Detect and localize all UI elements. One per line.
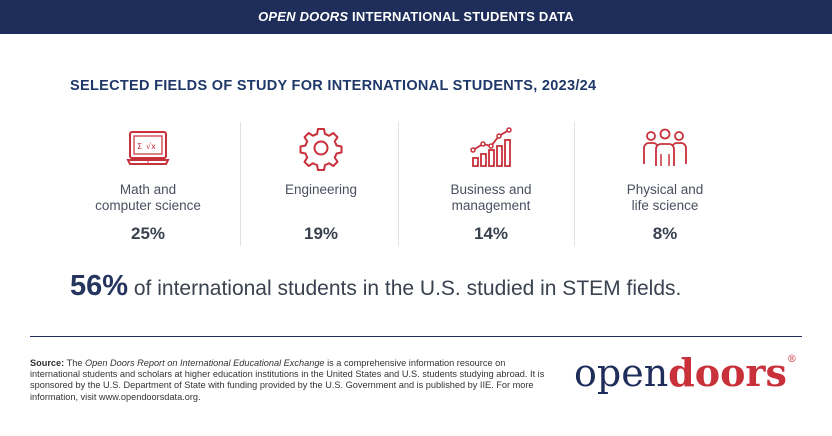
- field-label: Engineering: [284, 182, 358, 197]
- svg-text:√x: √x: [146, 142, 156, 151]
- header-banner: OPEN DOORS INTERNATIONAL STUDENTS DATA: [0, 0, 832, 34]
- report-title: Open Doors Report on International Educa…: [85, 358, 325, 368]
- field-label: Business and management: [450, 182, 532, 213]
- header-title-rest: INTERNATIONAL STUDENTS DATA: [348, 9, 574, 24]
- field-math-cs: Σ √x Math and computer science 25%: [73, 118, 223, 256]
- computer-math-icon: Σ √x: [126, 131, 170, 165]
- field-label: Math and computer science: [95, 182, 201, 213]
- field-percent: 19%: [303, 224, 339, 243]
- source-note: Source: The Open Doors Report on Interna…: [30, 358, 545, 402]
- footer-divider: [30, 336, 802, 337]
- field-physical-life-science: Physical and life science 8%: [590, 118, 740, 256]
- source-label: Source:: [30, 358, 65, 368]
- field-percent: 14%: [473, 224, 509, 243]
- header-title-italic: OPEN DOORS: [258, 9, 349, 24]
- field-business: Business and management 14%: [416, 118, 566, 256]
- stem-statement: 56% of international students in the U.S…: [70, 270, 681, 303]
- bar-chart-growth-icon: [470, 127, 512, 167]
- section-subtitle: SELECTED FIELDS OF STUDY FOR INTERNATION…: [70, 78, 597, 94]
- divider: [240, 122, 241, 246]
- svg-text:Σ: Σ: [137, 142, 142, 151]
- gear-icon: [299, 128, 343, 171]
- divider: [574, 122, 575, 246]
- source-text: is a comprehensive information resource …: [30, 358, 545, 402]
- field-engineering: Engineering 19%: [246, 118, 396, 256]
- stem-percent: 56%: [70, 270, 129, 302]
- opendoors-logo: opendoors®: [574, 350, 797, 395]
- people-group-icon: [643, 128, 687, 166]
- field-percent: 25%: [130, 224, 166, 243]
- divider: [398, 122, 399, 246]
- stem-text: of international students in the U.S. st…: [128, 277, 682, 300]
- field-percent: 8%: [652, 224, 678, 243]
- fields-of-study: Σ √x Math and computer science 25% Engin…: [58, 118, 718, 256]
- field-label: Physical and life science: [626, 182, 704, 213]
